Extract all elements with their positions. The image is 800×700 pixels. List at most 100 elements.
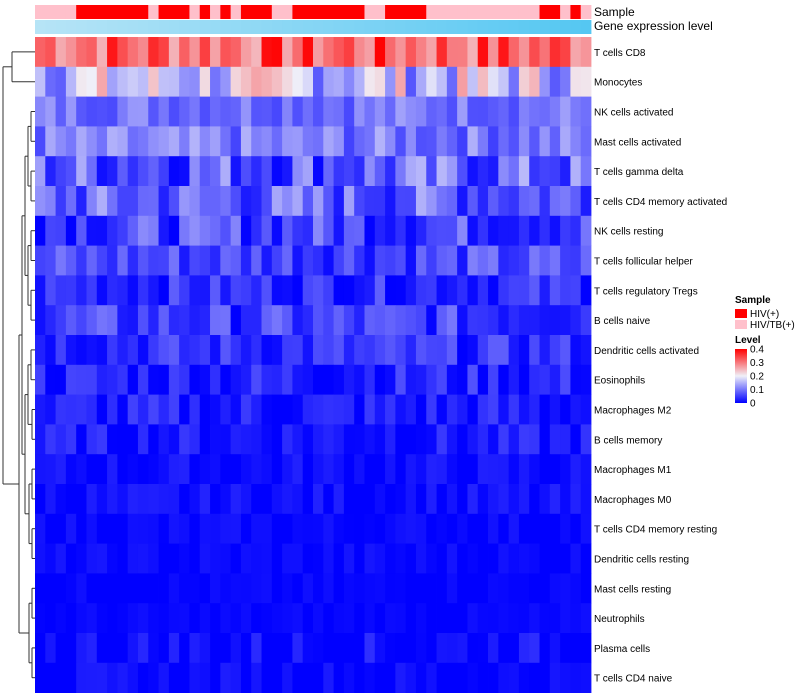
- heatmap-cell: [405, 126, 417, 157]
- sample-annotation-cell: [426, 5, 437, 19]
- heatmap-cell: [498, 394, 510, 425]
- heatmap-cell: [251, 543, 262, 574]
- heatmap-cell: [240, 215, 252, 246]
- heatmap-cell: [343, 37, 355, 68]
- gene-expression-annotation-cell: [395, 20, 407, 34]
- heatmap-cell: [107, 245, 118, 276]
- heatmap-cell: [570, 156, 582, 187]
- heatmap-cell: [148, 215, 159, 246]
- heatmap-cell: [261, 513, 273, 544]
- heatmap-cell: [271, 335, 283, 366]
- heatmap-cell: [518, 573, 530, 604]
- heatmap-cell: [560, 96, 571, 127]
- heatmap-cell: [446, 633, 458, 664]
- gene-expression-annotation-cell: [508, 20, 520, 34]
- heatmap-cell: [405, 215, 417, 246]
- heatmap-cell: [343, 96, 355, 127]
- heatmap-cell: [148, 513, 159, 544]
- heatmap-cell: [107, 156, 118, 187]
- heatmap-cell: [251, 245, 262, 276]
- heatmap-cell: [220, 96, 232, 127]
- heatmap-cell: [498, 543, 510, 574]
- heatmap-cell: [96, 633, 108, 664]
- heatmap-cell: [570, 484, 582, 515]
- sample-annotation-cell: [240, 5, 252, 19]
- heatmap-cell: [467, 186, 479, 217]
- heatmap-cell: [179, 484, 190, 515]
- row-label: T cells gamma delta: [594, 167, 684, 178]
- heatmap-cell: [220, 335, 232, 366]
- heatmap-cell: [323, 37, 334, 68]
- heatmap-cell: [436, 96, 448, 127]
- heatmap-cell: [467, 484, 479, 515]
- heatmap-cell: [405, 484, 417, 515]
- heatmap-cell: [426, 543, 437, 574]
- heatmap-cell: [117, 335, 129, 366]
- heatmap-cell: [488, 245, 499, 276]
- heatmap-cell: [179, 573, 190, 604]
- heatmap-cell: [210, 424, 221, 455]
- gene-expression-annotation-cell: [385, 20, 396, 34]
- heatmap-cell: [86, 126, 98, 157]
- heatmap-cell: [107, 603, 118, 634]
- heatmap-cell: [86, 96, 98, 127]
- heatmap-cell: [168, 66, 180, 97]
- heatmap-cell: [148, 245, 159, 276]
- heatmap-cell: [96, 305, 108, 336]
- heatmap-cell: [230, 603, 242, 634]
- heatmap-cell: [580, 37, 592, 68]
- gene-expression-annotation-cell: [240, 20, 252, 34]
- heatmap-cell: [457, 633, 468, 664]
- heatmap-cell: [76, 633, 87, 664]
- heatmap-cell: [549, 126, 561, 157]
- heatmap-cell: [117, 543, 129, 574]
- heatmap-cell: [240, 484, 252, 515]
- heatmap-cell: [446, 66, 458, 97]
- heatmap-cell: [426, 215, 437, 246]
- heatmap-cell: [148, 484, 159, 515]
- heatmap-cell: [508, 156, 520, 187]
- heatmap-cell: [570, 37, 582, 68]
- heatmap-cell: [323, 126, 334, 157]
- heatmap-cell: [117, 633, 129, 664]
- heatmap-cell: [96, 245, 108, 276]
- heatmap-cell: [179, 662, 190, 693]
- heatmap-cell: [549, 305, 561, 336]
- sample-annotation-cell: [230, 5, 242, 19]
- heatmap-cell: [251, 484, 262, 515]
- heatmap-cell: [292, 275, 304, 306]
- heatmap-cell: [395, 305, 407, 336]
- heatmap-cell: [488, 275, 499, 306]
- heatmap-cell: [323, 96, 334, 127]
- heatmap-cell: [292, 364, 304, 395]
- heatmap-cell: [45, 156, 56, 187]
- heatmap-cell: [189, 186, 201, 217]
- heatmap-cell: [415, 543, 427, 574]
- heatmap-cell: [65, 215, 77, 246]
- heatmap-cell: [313, 156, 324, 187]
- heatmap-cell: [415, 66, 427, 97]
- heatmap-cell: [364, 603, 376, 634]
- heatmap-cell: [549, 573, 561, 604]
- heatmap-cell: [560, 275, 571, 306]
- sample-annotation-cell: [168, 5, 180, 19]
- gene-expression-annotation-cell: [220, 20, 232, 34]
- heatmap-cell: [364, 96, 376, 127]
- heatmap-cell: [292, 156, 304, 187]
- heatmap-cell: [374, 335, 386, 366]
- heatmap-cell: [457, 245, 468, 276]
- heatmap-cell: [96, 335, 108, 366]
- heatmap-cell: [436, 156, 448, 187]
- heatmap-cell: [168, 275, 180, 306]
- heatmap-cell: [560, 484, 571, 515]
- heatmap-cell: [189, 66, 201, 97]
- heatmap-cell: [549, 37, 561, 68]
- gene-expression-annotation-cell: [436, 20, 448, 34]
- heatmap-cell: [323, 156, 334, 187]
- heatmap-cell: [76, 454, 87, 485]
- heatmap-cell: [364, 662, 376, 693]
- heatmap-cell: [210, 245, 221, 276]
- heatmap-cell: [364, 215, 376, 246]
- heatmap-cell: [35, 662, 46, 693]
- heatmap-cell: [518, 662, 530, 693]
